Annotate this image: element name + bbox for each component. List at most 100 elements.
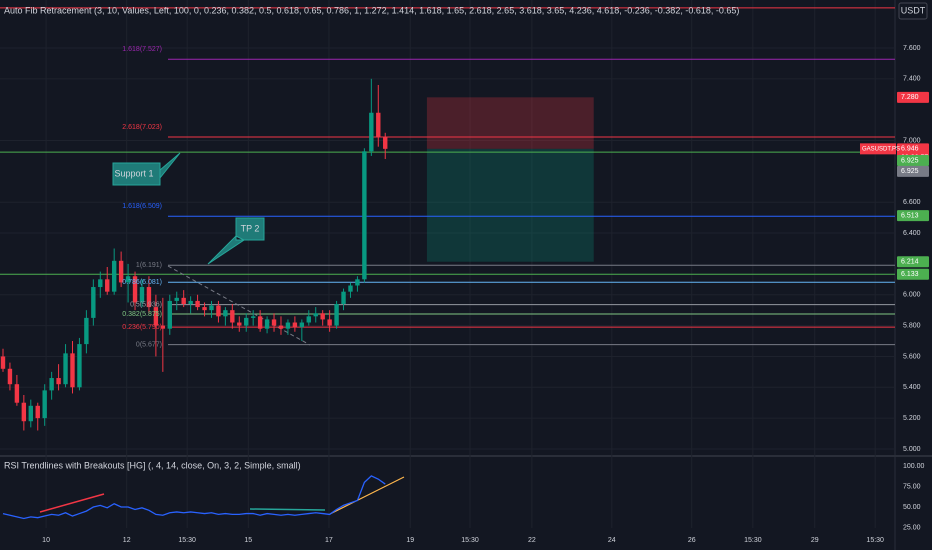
candle-body <box>132 276 138 303</box>
candle-body <box>7 368 13 385</box>
fib-label: 0(5.677) <box>136 341 162 348</box>
candle-body <box>21 402 27 422</box>
x-tick-label: 26 <box>688 537 696 544</box>
x-tick-label: 15:30 <box>178 537 196 544</box>
candle-body <box>139 287 145 303</box>
symbol-box <box>860 143 896 155</box>
y-tick-label: 5.600 <box>903 353 921 360</box>
rsi-tick-label: 75.00 <box>903 483 921 490</box>
y-tick-label: 6.400 <box>903 230 921 237</box>
candle-body <box>216 305 221 317</box>
x-tick-label: 24 <box>608 537 616 544</box>
candle-body <box>376 112 381 138</box>
candle-body <box>105 279 110 292</box>
x-tick-label: 17 <box>325 537 333 544</box>
candle-body <box>355 279 360 286</box>
x-tick-label: 15:30 <box>744 537 762 544</box>
fib-trend <box>167 265 311 346</box>
annotation: Support 1 <box>114 168 153 178</box>
rsi-trendline <box>39 493 105 513</box>
rsi-tick-label: 50.00 <box>903 504 921 511</box>
x-tick-label: 29 <box>811 537 819 544</box>
y-tick-label: 7.600 <box>903 45 921 52</box>
candle-body <box>167 300 172 329</box>
y-tick-label: 6.000 <box>903 292 921 299</box>
candle-body <box>153 307 159 326</box>
candle-body <box>278 325 284 329</box>
candle-body <box>181 297 186 305</box>
candle-body <box>77 344 82 388</box>
price-label-box <box>897 256 929 268</box>
candle-body <box>63 353 68 385</box>
y-tick-label: 7.400 <box>903 76 921 83</box>
callout <box>207 217 265 265</box>
x-tick-label: 10 <box>42 537 50 544</box>
candle-body <box>306 316 311 323</box>
candle-body <box>369 112 374 152</box>
candle-body <box>35 405 40 419</box>
candle-body <box>237 322 242 326</box>
x-tick-label: 12 <box>123 537 131 544</box>
fib-label: 0.236(5.790) <box>122 324 162 331</box>
x-tick-label: 15 <box>244 537 252 544</box>
candle-body <box>348 285 353 292</box>
rsi-line <box>2 475 386 520</box>
stop-zone <box>426 97 594 149</box>
candle-body <box>125 276 131 283</box>
candle-body <box>264 319 270 329</box>
candle-body <box>56 378 61 385</box>
candle-body <box>0 356 6 369</box>
y-tick-label: 5.000 <box>903 446 921 453</box>
price-label: 6.513 <box>901 212 919 219</box>
candle-body <box>111 260 117 292</box>
fib-label: 2.618(7.023) <box>122 124 162 131</box>
candle-body <box>146 287 152 308</box>
candle-body <box>42 390 47 419</box>
price-label-box <box>897 210 929 222</box>
rsi-trendline <box>249 508 326 511</box>
rsi-tick-label: 100.00 <box>903 463 925 470</box>
candle-body <box>70 353 75 388</box>
candle-body <box>209 305 214 311</box>
fib-label: 0.786(6.081) <box>122 279 162 286</box>
candle-body <box>98 279 103 288</box>
candle-body <box>195 300 200 308</box>
y-tick-label: 5.400 <box>903 384 921 391</box>
candle-body <box>84 317 89 345</box>
price-label-box <box>897 268 929 280</box>
price-label-box <box>897 165 929 177</box>
annotation: TP 2 <box>241 223 260 233</box>
candle-body <box>327 319 332 326</box>
price-label: 6.925 <box>901 168 919 175</box>
currency-box[interactable] <box>898 2 928 20</box>
x-tick-label: 15:30 <box>866 537 884 544</box>
rsi-title: RSI Trendlines with Breakouts [HG] (, 4,… <box>4 460 301 470</box>
price-label: 6.925 <box>901 157 919 164</box>
fib-label: 1.618(6.509) <box>122 203 162 210</box>
indicator-title: Auto Fib Retracement (3, 10, Values, Lef… <box>4 5 739 15</box>
candle-body <box>202 307 207 311</box>
price-label: 6.133 <box>901 271 919 278</box>
candle-body <box>292 322 298 328</box>
candle-body <box>244 317 249 326</box>
y-tick-label: 6.600 <box>903 199 921 206</box>
price-label: 6.214 <box>901 259 919 266</box>
rsi-tick-label: 25.00 <box>903 524 921 531</box>
x-tick-label: 22 <box>528 537 536 544</box>
x-tick-label: 19 <box>406 537 414 544</box>
candle-body <box>341 291 346 305</box>
y-tick-label: 5.800 <box>903 322 921 329</box>
candle-body <box>14 384 20 403</box>
currency: USDT <box>901 5 926 15</box>
candle-body <box>91 287 96 318</box>
candle-body <box>160 325 166 329</box>
candle-body <box>257 316 263 329</box>
price-label-box <box>897 91 929 103</box>
target-zone <box>426 148 594 262</box>
candle-body <box>313 313 318 317</box>
price-label-box <box>897 155 929 167</box>
price-label: 7.280 <box>901 94 919 101</box>
fib-label: 0.5(5.936) <box>130 301 162 308</box>
